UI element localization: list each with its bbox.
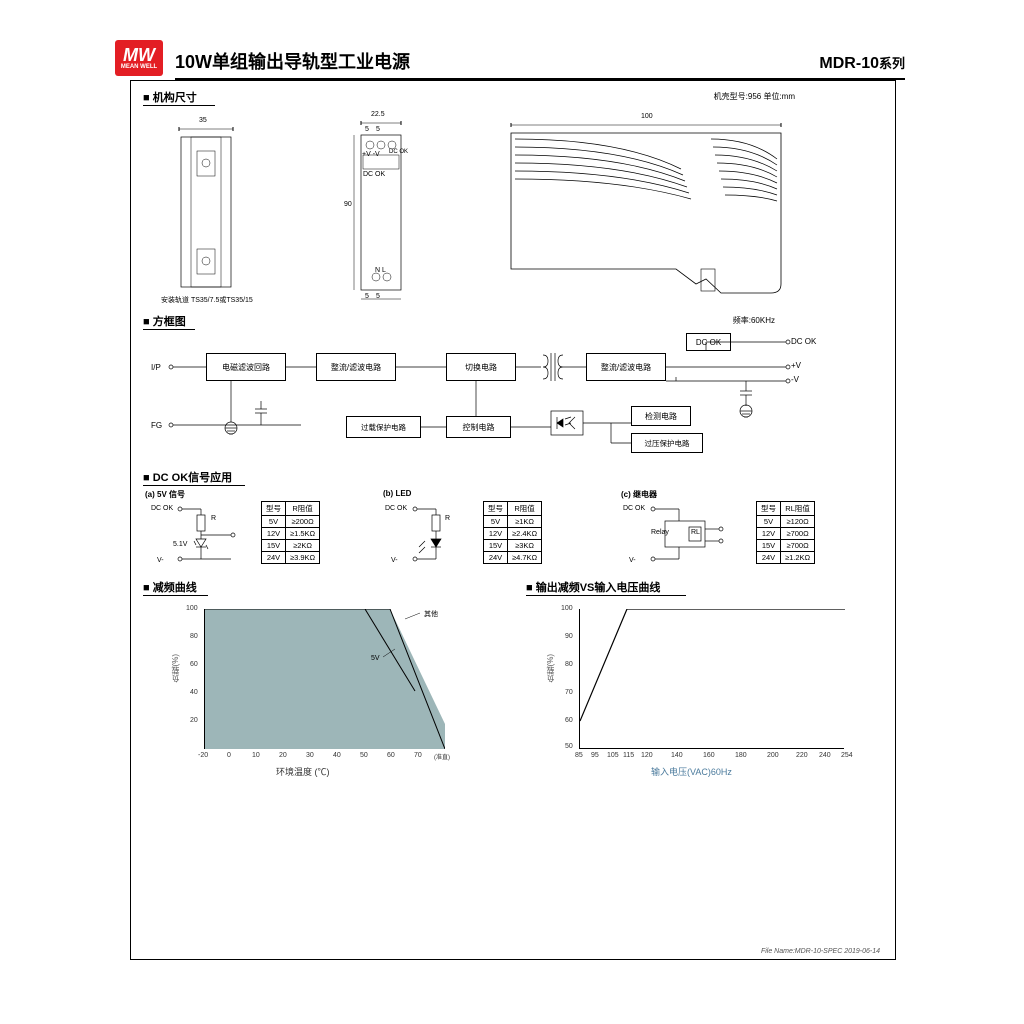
- dcok-table-c: 型号RL阻值 5V≥120Ω 12V≥700Ω 15V≥700Ω 24V≥1.2…: [756, 501, 815, 564]
- mech-drawing-side: [346, 115, 426, 305]
- datasheet-header: MW MEAN WELL 10W单组输出导轨型工业电源 MDR-10系列: [115, 40, 910, 80]
- terminals-top: +V -V: [362, 151, 380, 158]
- logo-initials: MW: [123, 46, 155, 64]
- vsinput-xlabel: 输入电压(VAC)60Hz: [651, 765, 732, 778]
- section-vsinput: 输出减频VS输入电压曲线: [526, 579, 660, 595]
- page-title: 10W单组输出导轨型工业电源: [175, 48, 410, 74]
- dcok-b-title: (b) LED: [383, 489, 411, 498]
- dcok-table-b: 型号R阻值 5V≥1KΩ 12V≥2.4KΩ 15V≥3KΩ 24V≥4.7KΩ: [483, 501, 542, 564]
- meanwell-logo: MW MEAN WELL: [115, 40, 163, 76]
- dim-35: 35: [199, 117, 207, 124]
- title-bar: 10W单组输出导轨型工业电源 MDR-10系列: [175, 48, 905, 80]
- section-dcok: DC OK信号应用: [143, 469, 232, 485]
- case-note: 机壳型号:956 单位:mm: [714, 91, 795, 102]
- mech-drawing-heatsink: [501, 119, 801, 304]
- section-derating: 减频曲线: [143, 579, 197, 595]
- dcok-table-a: 型号R阻值 5V≥200Ω 12V≥1.5KΩ 15V≥2KΩ 24V≥3.9K…: [261, 501, 320, 564]
- model-number: MDR-10系列: [819, 53, 905, 73]
- dcok-b-circuit: [411, 501, 471, 566]
- block-wires: [131, 331, 831, 461]
- dcok-c-title: (c) 继电器: [621, 489, 657, 500]
- section-block: 方框图: [143, 313, 186, 329]
- derating-chart: 其他 5V 100 80 60 40 20 -20 0 10 20 30 40 …: [176, 609, 456, 779]
- dim-90: 90: [344, 201, 352, 208]
- rail-note: 安装轨道 TS35/7.5或TS35/15: [161, 295, 253, 305]
- mech-drawing-front: [161, 121, 251, 301]
- dim-22-5: 22.5: [371, 111, 385, 118]
- vs-input-chart: 100 90 80 70 60 50 85 95 105 115 120 140…: [551, 609, 861, 779]
- logo-brand: MEAN WELL: [121, 64, 157, 70]
- freq-note: 频率:60KHz: [733, 315, 775, 326]
- derating-ylabel: 负载(%): [170, 654, 181, 682]
- section-mechanical: 机构尺寸: [143, 89, 197, 105]
- datasheet-page: 机构尺寸 机壳型号:956 单位:mm 35 安装轨道 TS35/7.5或TS3…: [130, 80, 896, 960]
- page-footer: File Name:MDR-10-SPEC 2019-06-14: [761, 948, 880, 955]
- dcok-a-circuit: [176, 501, 246, 566]
- vsinput-ylabel: 负载(%): [545, 654, 556, 682]
- dim-100: 100: [641, 113, 653, 120]
- derating-xlabel: 环境温度 (℃): [276, 765, 330, 778]
- dcok-a-title: (a) 5V 信号: [145, 489, 185, 500]
